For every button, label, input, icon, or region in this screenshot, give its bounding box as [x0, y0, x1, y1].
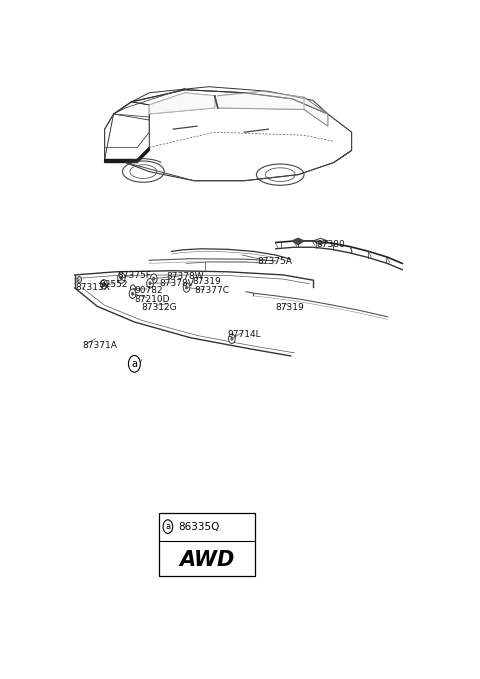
Text: 90782: 90782	[134, 286, 163, 295]
Polygon shape	[105, 147, 149, 162]
Text: 87375F: 87375F	[118, 272, 152, 280]
Text: 97714L: 97714L	[228, 329, 261, 339]
Circle shape	[129, 355, 140, 372]
Circle shape	[183, 282, 190, 292]
Circle shape	[130, 285, 135, 292]
Polygon shape	[304, 97, 328, 126]
Circle shape	[129, 289, 136, 299]
Polygon shape	[218, 91, 304, 109]
Circle shape	[185, 286, 188, 289]
Text: 86335Q: 86335Q	[178, 521, 219, 532]
Text: 87319: 87319	[276, 304, 304, 312]
Circle shape	[150, 274, 157, 283]
Circle shape	[163, 520, 173, 534]
Text: 87378W: 87378W	[166, 272, 204, 281]
Text: 87377C: 87377C	[194, 286, 229, 295]
Text: 87319: 87319	[192, 277, 221, 286]
Circle shape	[102, 282, 106, 287]
Text: AWD: AWD	[179, 550, 235, 570]
Text: 87380: 87380	[317, 240, 346, 249]
Circle shape	[149, 282, 151, 285]
Bar	[158, 513, 255, 576]
Text: a: a	[165, 522, 170, 531]
Text: 92552: 92552	[100, 280, 128, 289]
Text: 87210D: 87210D	[134, 295, 170, 304]
Circle shape	[228, 334, 235, 344]
Circle shape	[118, 273, 125, 283]
Circle shape	[147, 278, 154, 288]
Circle shape	[120, 276, 123, 280]
Text: 87313X: 87313X	[75, 284, 110, 293]
Text: 87375A: 87375A	[257, 257, 292, 266]
Circle shape	[132, 292, 133, 295]
Text: 87312G: 87312G	[141, 304, 177, 312]
Polygon shape	[292, 238, 304, 244]
Text: a: a	[132, 359, 137, 369]
Circle shape	[231, 337, 233, 340]
Circle shape	[100, 280, 107, 289]
Circle shape	[153, 277, 155, 280]
Circle shape	[77, 276, 82, 282]
Text: 87378V: 87378V	[159, 279, 194, 289]
Polygon shape	[149, 93, 215, 114]
Text: 87371A: 87371A	[83, 341, 117, 350]
